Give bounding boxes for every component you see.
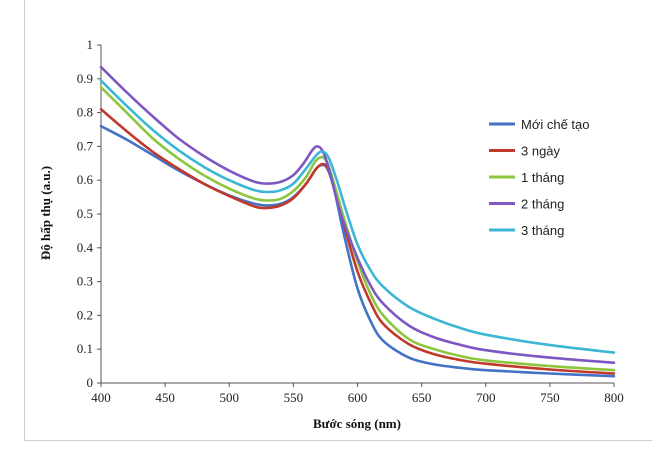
legend: Mới chế tạo 3 ngày 1 tháng 2 tháng 3 tháng <box>489 117 590 238</box>
y-tick-label: 0.7 <box>77 138 94 153</box>
legend-label-4: 3 tháng <box>521 223 564 238</box>
y-tick-label: 0.8 <box>77 105 93 120</box>
y-tick-label: 0.2 <box>77 307 93 322</box>
figure-frame-left <box>24 0 25 440</box>
plot-lines <box>99 65 616 378</box>
x-tick-label: 450 <box>155 390 175 405</box>
y-tick-label: 0 <box>87 375 94 390</box>
y-tick-label: 0.3 <box>77 274 93 289</box>
series-line-3 <box>99 65 616 364</box>
x-tick-label: 400 <box>91 390 111 405</box>
x-tick-label: 700 <box>476 390 496 405</box>
legend-label-0: Mới chế tạo <box>521 117 590 132</box>
x-axis: 400 450 500 550 600 650 700 750 800 <box>91 382 624 405</box>
figure-frame-bottom <box>24 440 652 441</box>
y-tick-label: 0.9 <box>77 71 93 86</box>
x-axis-title: Bước sóng (nm) <box>313 416 401 431</box>
series-line-1 <box>99 107 616 375</box>
series-line-4 <box>99 79 616 354</box>
y-axis: 0 0.1 0.2 0.3 0.4 0.5 0.6 0.7 0.8 0.9 1 <box>77 37 102 390</box>
x-tick-label: 550 <box>284 390 304 405</box>
y-axis-title: Độ hấp thụ (a.u.) <box>38 166 53 260</box>
x-tick-label: 650 <box>412 390 432 405</box>
series-line-0 <box>99 124 616 378</box>
x-tick-label: 500 <box>220 390 240 405</box>
x-tick-label: 600 <box>348 390 368 405</box>
y-tick-label: 0.1 <box>77 341 93 356</box>
x-tick-label: 800 <box>604 390 624 405</box>
series-line-2 <box>99 86 616 372</box>
y-tick-label: 1 <box>87 37 94 52</box>
y-tick-label: 0.6 <box>77 172 94 187</box>
legend-label-1: 3 ngày <box>521 144 561 159</box>
y-tick-label: 0.4 <box>77 240 94 255</box>
legend-label-3: 2 tháng <box>521 197 564 212</box>
y-tick-label: 0.5 <box>77 206 93 221</box>
x-tick-label: 750 <box>540 390 560 405</box>
legend-label-2: 1 tháng <box>521 170 564 185</box>
